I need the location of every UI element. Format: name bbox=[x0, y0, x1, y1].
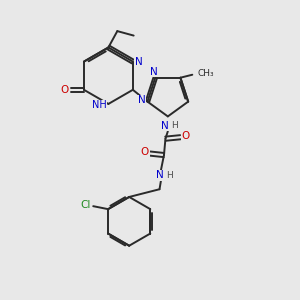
Text: H: H bbox=[171, 122, 178, 130]
Text: N: N bbox=[138, 95, 146, 105]
Text: N: N bbox=[156, 170, 164, 180]
Text: O: O bbox=[141, 147, 149, 157]
Text: N: N bbox=[150, 67, 158, 77]
Text: N: N bbox=[161, 121, 169, 131]
Text: CH₃: CH₃ bbox=[197, 69, 214, 78]
Text: N: N bbox=[135, 57, 143, 67]
Text: Cl: Cl bbox=[81, 200, 91, 210]
Text: O: O bbox=[181, 131, 190, 141]
Text: O: O bbox=[61, 85, 69, 95]
Text: NH: NH bbox=[92, 100, 106, 110]
Text: H: H bbox=[166, 171, 173, 180]
